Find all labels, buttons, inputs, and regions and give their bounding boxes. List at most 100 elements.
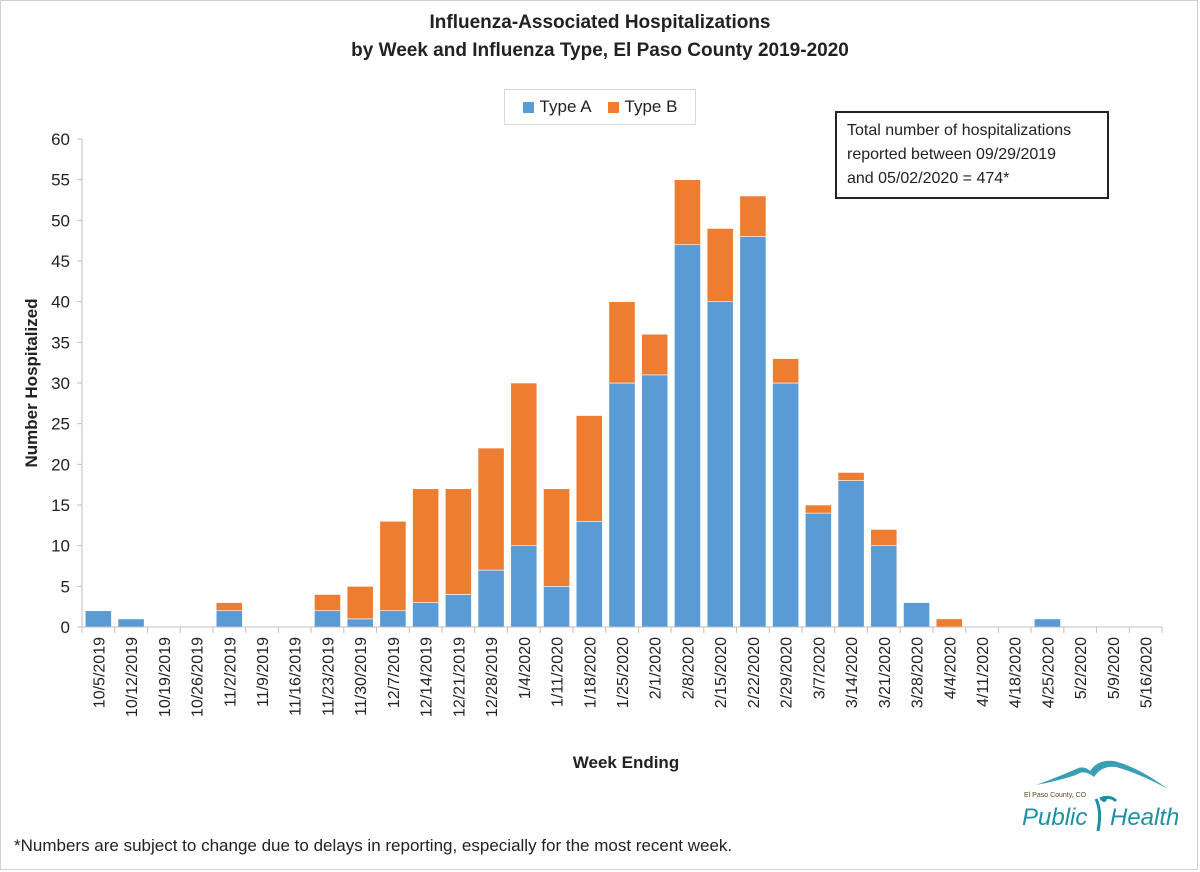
x-tick-label: 2/15/2020: [713, 637, 730, 708]
chart-title: Influenza-Associated Hospitalizations: [429, 12, 771, 33]
total-annotation-box: Total number of hospitalizations reporte…: [835, 111, 1109, 199]
x-tick-label: 1/25/2020: [615, 637, 632, 708]
x-tick-label: 10/12/2019: [124, 637, 141, 717]
legend-label-type-b: Type B: [624, 97, 678, 116]
bar-type-b: [412, 488, 440, 603]
bar-type-a: [215, 610, 243, 628]
y-tick-label: 35: [51, 333, 70, 352]
legend-item-type-b: Type B: [607, 97, 678, 117]
y-tick-label: 25: [51, 415, 70, 434]
bar-type-a: [903, 602, 930, 628]
bar-type-a: [543, 586, 570, 628]
bar-type-b: [674, 179, 701, 246]
x-axis: 10/5/2019 10/12/2019 10/19/2019 10/26/2019 1…: [81, 626, 1163, 717]
y-axis: 0 5 10 15 20 25 30 35 40 45 50 55 60: [51, 130, 83, 637]
bar-type-b: [641, 333, 669, 376]
x-tick-label: 5/9/2020: [1106, 637, 1123, 699]
chart-subtitle: by Week and Influenza Type, El Paso Coun…: [351, 40, 849, 61]
bar-type-b: [804, 504, 832, 514]
y-tick-label: 50: [51, 211, 70, 230]
annotation-line-3: and 05/02/2020 = 474*: [847, 170, 1010, 187]
x-tick-label: 5/16/2020: [1139, 637, 1156, 708]
legend-swatch-type-a: [522, 101, 534, 113]
bar-type-a: [346, 618, 374, 628]
bar-type-a: [412, 602, 440, 628]
bar-type-a: [477, 569, 505, 628]
y-tick-label: 45: [51, 252, 70, 271]
bar-type-a: [641, 374, 669, 628]
x-tick-label: 3/7/2020: [811, 637, 828, 699]
x-tick-label: 11/30/2019: [353, 637, 370, 716]
bar-type-a: [1034, 618, 1061, 628]
bar-type-a: [117, 618, 145, 628]
legend-label-type-a: Type A: [539, 97, 592, 116]
bar-type-b: [444, 488, 472, 595]
logo-public: Public: [1022, 804, 1087, 831]
x-tick-label: 12/21/2019: [451, 637, 468, 717]
y-tick-label: 15: [51, 496, 70, 515]
bar-type-a: [379, 610, 407, 628]
bar-type-b: [935, 618, 963, 628]
x-tick-label: 3/28/2020: [910, 637, 927, 708]
logo-figure-head-icon: [1101, 796, 1107, 802]
y-tick-label: 40: [51, 293, 70, 312]
y-tick-label: 30: [51, 374, 70, 393]
y-tick-label: 20: [51, 455, 70, 474]
annotation-line-1: Total number of hospitalizations: [847, 122, 1072, 139]
bar-type-b: [346, 586, 374, 620]
bar-type-a: [870, 545, 898, 628]
bar-type-a: [575, 520, 603, 628]
bar-type-a: [837, 480, 865, 628]
x-tick-label: 12/28/2019: [484, 637, 501, 717]
mountain-icon: [1036, 760, 1168, 789]
logo-county: El Paso County, CO: [1024, 792, 1087, 799]
bar-type-b: [608, 301, 636, 384]
bar-type-a: [444, 594, 472, 628]
bar-type-b: [772, 358, 800, 384]
public-health-logo: El Paso County, CO Public Health: [1022, 760, 1178, 832]
bar-type-b: [215, 602, 243, 612]
bars: [84, 179, 1061, 628]
bar-type-a: [739, 236, 767, 628]
y-axis-label: Number Hospitalized: [22, 298, 41, 467]
legend-item-type-a: Type A: [522, 97, 592, 117]
x-tick-label: 1/4/2020: [517, 637, 534, 699]
x-tick-label: 3/14/2020: [844, 637, 861, 708]
bar-type-b: [314, 594, 341, 612]
bar-type-a: [706, 301, 734, 628]
x-tick-label: 12/7/2019: [386, 637, 403, 708]
x-tick-label: 1/11/2020: [550, 637, 567, 707]
x-tick-label: 11/9/2019: [255, 637, 272, 707]
bar-type-b: [510, 382, 538, 546]
bar-type-b: [543, 488, 570, 587]
y-tick-label: 5: [61, 577, 70, 596]
annotation-line-2: reported between 09/29/2019: [847, 146, 1057, 163]
bar-type-b: [379, 520, 407, 612]
bar-type-a: [772, 382, 800, 628]
x-tick-label: 12/14/2019: [419, 637, 436, 717]
x-tick-label: 2/22/2020: [746, 637, 763, 708]
logo-health: Health: [1110, 804, 1178, 831]
bar-type-b: [837, 472, 865, 481]
x-tick-label: 4/25/2020: [1040, 637, 1057, 708]
x-tick-label: 2/8/2020: [680, 637, 697, 699]
x-tick-label: 10/19/2019: [157, 637, 174, 717]
x-tick-label: 10/5/2019: [91, 637, 108, 708]
legend: Type A Type B: [504, 89, 696, 125]
x-tick-label: 1/18/2020: [582, 637, 599, 708]
bar-type-b: [575, 415, 603, 522]
x-tick-label: 2/1/2020: [648, 637, 665, 699]
x-tick-label: 4/11/2020: [975, 637, 992, 707]
footnote: *Numbers are subject to change due to de…: [14, 836, 733, 855]
bar-type-a: [608, 382, 636, 628]
x-tick-label: 11/16/2019: [288, 637, 305, 716]
bar-type-b: [477, 447, 505, 571]
bar-type-b: [706, 228, 734, 302]
x-tick-label: 2/29/2020: [779, 637, 796, 708]
x-tick-label: 3/21/2020: [877, 637, 894, 708]
x-tick-label: 11/23/2019: [320, 637, 337, 716]
legend-swatch-type-b: [607, 101, 619, 113]
bar-type-a: [674, 244, 701, 628]
bar-type-a: [510, 545, 538, 628]
